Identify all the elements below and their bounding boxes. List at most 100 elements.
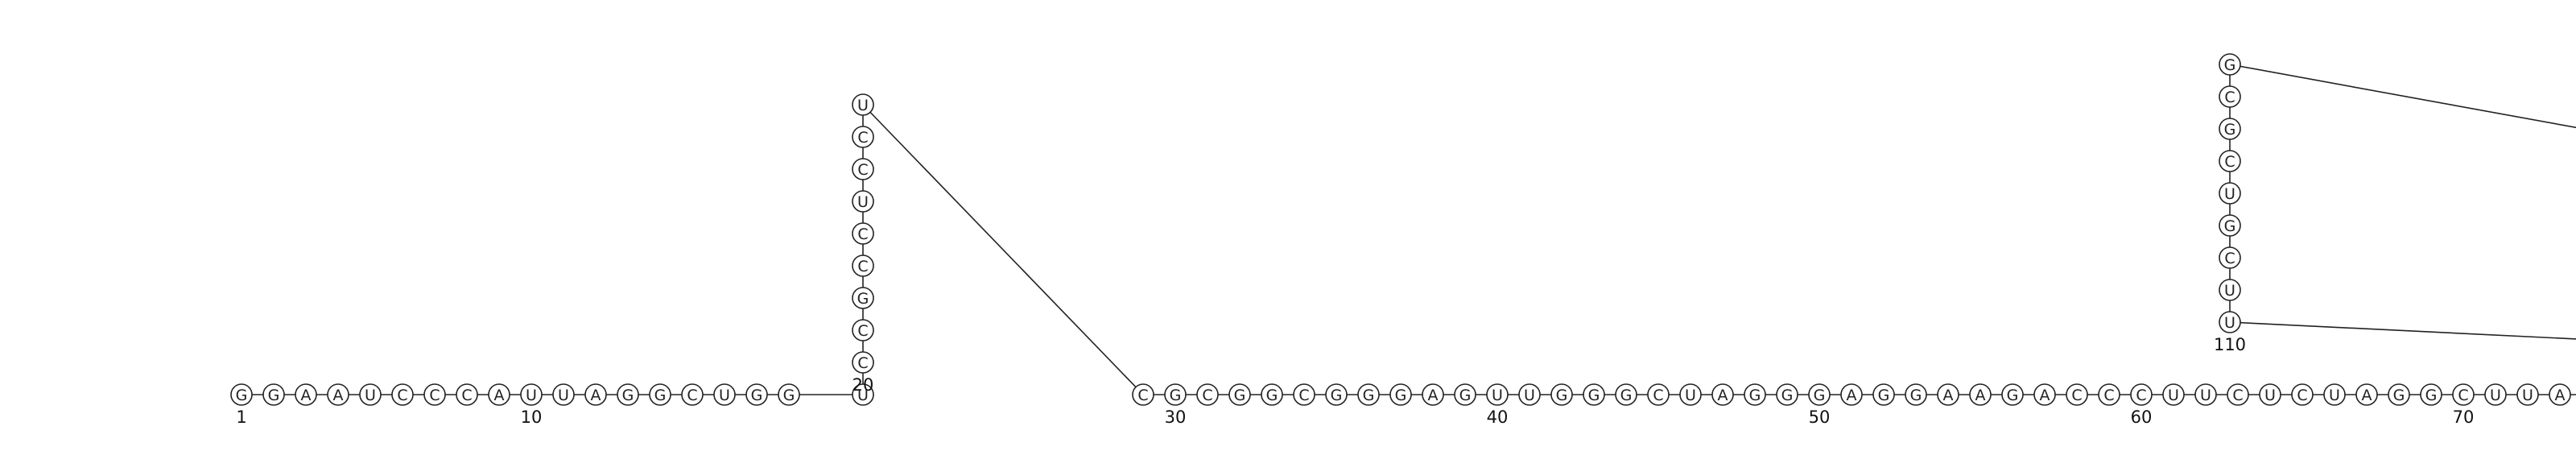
nucleotide: A <box>327 383 349 406</box>
nucleotide-circle <box>681 383 704 406</box>
nucleotide-base: A <box>2362 387 2372 404</box>
nucleotide-circle <box>2219 150 2241 172</box>
nucleotide-base: C <box>2297 387 2307 404</box>
nucleotide-base: C <box>461 387 472 404</box>
nucleotide: U <box>2323 383 2346 406</box>
nucleotide-base: A <box>591 387 601 404</box>
nucleotide-base: U <box>857 193 869 211</box>
nucleotide-base: G <box>2425 387 2438 404</box>
nucleotide: C <box>2452 383 2475 406</box>
nucleotide-base: G <box>268 387 280 404</box>
nucleotide-circle <box>2219 311 2241 333</box>
nucleotide-base: A <box>333 387 344 404</box>
nucleotide-base: C <box>1137 387 1148 404</box>
nucleotide: G <box>1454 383 1476 406</box>
backbone-link <box>2229 321 2576 340</box>
nucleotide: C <box>852 319 874 341</box>
nucleotide: A <box>1840 383 1863 406</box>
nucleotide: U <box>520 383 543 406</box>
nucleotide-circle <box>1937 383 1959 406</box>
nucleotide-circle <box>2130 383 2153 406</box>
nucleotide: U <box>2484 383 2507 406</box>
nucleotide: C <box>2219 85 2241 108</box>
nucleotide-circle <box>1293 383 1315 406</box>
nucleotide-circle <box>1422 383 1444 406</box>
nucleotide-base: G <box>1234 387 1246 404</box>
nucleotide-circle <box>2323 383 2346 406</box>
nucleotide: C <box>1132 383 1154 406</box>
nucleotide: A <box>2033 383 2056 406</box>
nucleotide: G <box>1164 383 1187 406</box>
nucleotide: C <box>1196 383 1219 406</box>
nucleotide: C <box>391 383 414 406</box>
nucleotide: C <box>852 254 874 277</box>
nucleotide-circle <box>327 383 349 406</box>
nucleotide: G <box>262 383 285 406</box>
nucleotide: G <box>1389 383 1412 406</box>
nucleotide: G <box>1261 383 1283 406</box>
nucleotide-circle <box>423 383 446 406</box>
position-label: 30 <box>1165 408 1187 427</box>
nucleotide-base: C <box>2071 387 2082 404</box>
nucleotide: G <box>649 383 671 406</box>
nucleotide-circle <box>1550 383 1573 406</box>
nucleotide: U <box>2219 279 2241 301</box>
nucleotide-base: C <box>397 387 407 404</box>
nucleotide-circle <box>1325 383 1348 406</box>
nucleotide-base: G <box>1395 387 1407 404</box>
position-label: 50 <box>1809 408 1831 427</box>
nucleotide-base: G <box>1266 387 1278 404</box>
nucleotide: U <box>2194 383 2217 406</box>
position-label: 1 <box>236 408 246 427</box>
nucleotide-base: U <box>558 387 569 404</box>
nucleotide-base: C <box>2103 387 2114 404</box>
nucleotide: U <box>359 383 382 406</box>
nucleotide-circle <box>2219 118 2241 140</box>
nucleotide-base: A <box>1718 387 1728 404</box>
nucleotide-circle <box>488 383 510 406</box>
nucleotide: U <box>852 190 874 213</box>
nucleotide: C <box>456 383 478 406</box>
nucleotide-circle <box>1872 383 1895 406</box>
nucleotide: G <box>1872 383 1895 406</box>
nucleotide-base: A <box>1847 387 1857 404</box>
nucleotide-base: G <box>622 387 634 404</box>
nucleotide: A <box>2549 383 2571 406</box>
nucleotide: U <box>2219 311 2241 333</box>
backbone-link <box>862 104 1144 395</box>
nucleotide-base: U <box>2224 282 2235 300</box>
nucleotide-circle <box>295 383 317 406</box>
backbone-link <box>2229 64 2576 129</box>
nucleotide-base: U <box>2329 387 2340 404</box>
nucleotide-circle <box>2219 279 2241 301</box>
nucleotide-circle <box>1164 383 1187 406</box>
nucleotide-base: C <box>687 387 697 404</box>
nucleotide: G <box>617 383 639 406</box>
nucleotide-circle <box>617 383 639 406</box>
nucleotide-circle <box>2219 53 2241 76</box>
nucleotide-base: G <box>1363 387 1375 404</box>
nucleotide-base: C <box>2224 89 2235 106</box>
nucleotide: G <box>1228 383 1251 406</box>
nucleotide-base: G <box>1331 387 1343 404</box>
nucleotide-base: C <box>2458 387 2468 404</box>
nucleotide-circle <box>2484 383 2507 406</box>
nucleotide-circle <box>2162 383 2185 406</box>
nucleotide-circle <box>852 383 874 406</box>
nucleotide: A <box>1711 383 1734 406</box>
nucleotide-circle <box>2066 383 2088 406</box>
nucleotide-circle <box>230 383 253 406</box>
nucleotide-base: C <box>2232 387 2243 404</box>
nucleotide-circle <box>2549 383 2571 406</box>
nucleotide: G <box>1776 383 1798 406</box>
nucleotide-base: U <box>1685 387 1696 404</box>
nucleotide: U <box>1679 383 1702 406</box>
nucleotide-base: G <box>1910 387 1922 404</box>
nucleotide: A <box>584 383 607 406</box>
nucleotide-circle <box>1196 383 1219 406</box>
nucleotide: G <box>1583 383 1605 406</box>
nucleotide: G <box>778 383 800 406</box>
nucleotide: U <box>2219 182 2241 205</box>
nucleotide-circle <box>456 383 478 406</box>
